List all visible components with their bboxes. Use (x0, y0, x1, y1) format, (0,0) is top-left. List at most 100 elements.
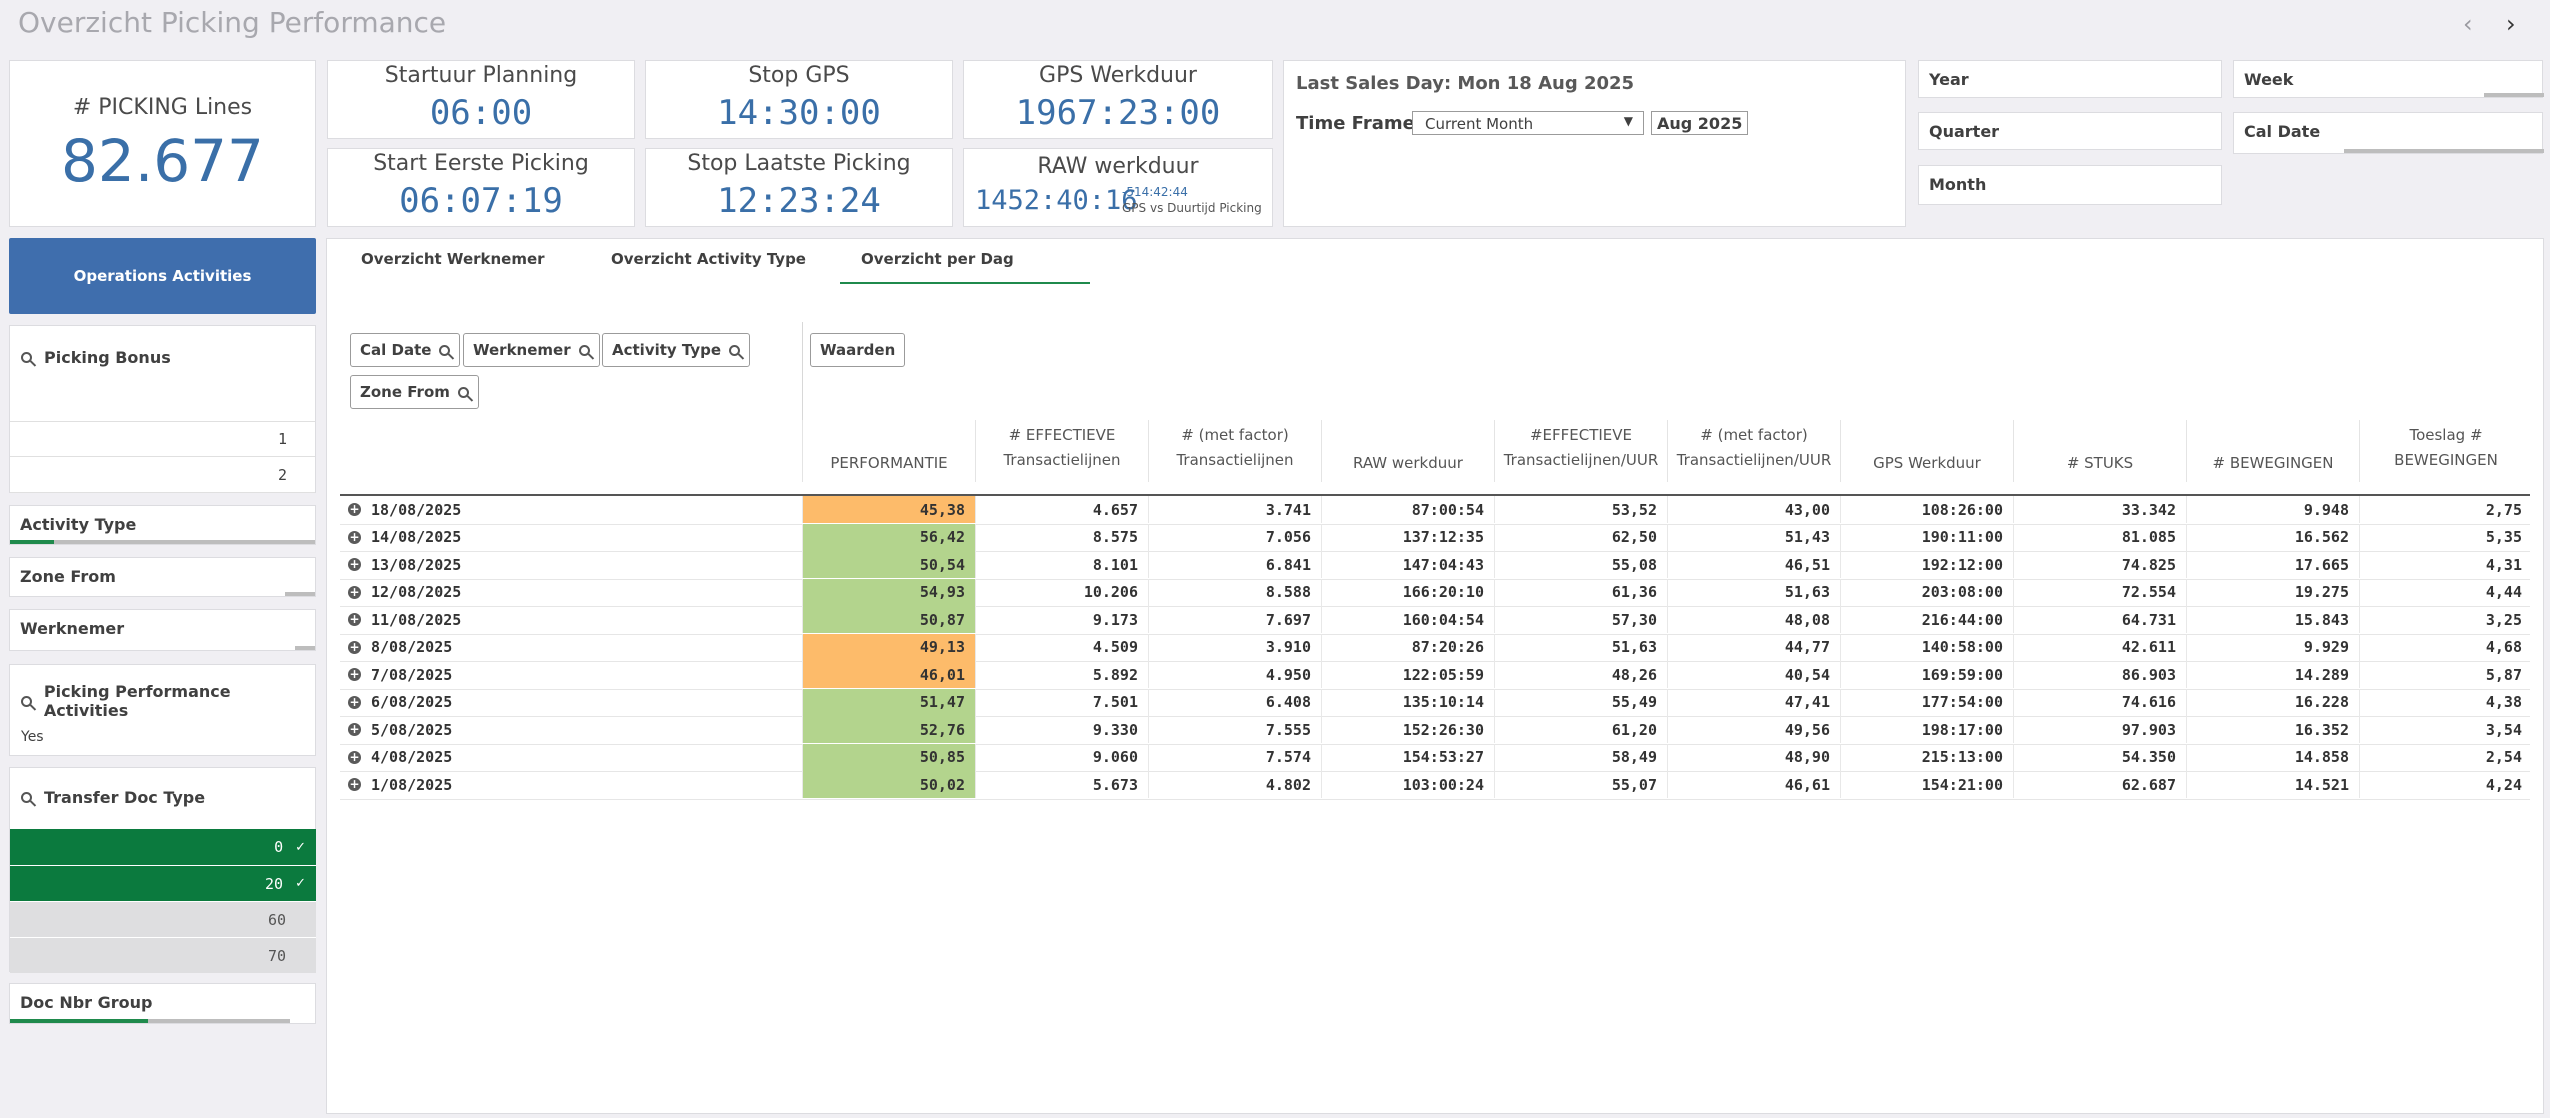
picking-bonus-panel: Picking Bonus 1 2 (9, 325, 316, 493)
column-header[interactable]: #EFFECTIEVE Transactielijnen/UUR (1494, 420, 1667, 482)
performantie-cell: 50,87 (802, 606, 975, 633)
row-date[interactable]: +5/08/2025 (340, 716, 452, 743)
filter-quarter[interactable]: Quarter (1918, 112, 2222, 150)
expand-icon[interactable]: + (348, 667, 361, 681)
table-cell: 4.802 (1148, 771, 1321, 798)
filter-week[interactable]: Week (2233, 60, 2544, 98)
column-header[interactable]: GPS Werkduur (1840, 420, 2013, 482)
filter-zone-from-label: Zone From (20, 567, 116, 586)
performantie-cell: 49,13 (802, 633, 975, 661)
row-date[interactable]: +1/08/2025 (340, 771, 452, 798)
table-cell: 203:08:00 (1840, 578, 2013, 606)
kpi-value: 14:30:00 (717, 93, 881, 133)
filter-cal-date[interactable]: Cal Date (2233, 112, 2544, 154)
picking-performance-activities-value[interactable]: Yes (21, 729, 44, 745)
column-header[interactable]: # EFFECTIEVE Transactielijnen (975, 420, 1148, 482)
column-header[interactable]: RAW werkduur (1321, 420, 1494, 482)
tab-overzicht-werknemer[interactable]: Overzicht Werknemer (361, 250, 545, 268)
column-header[interactable]: # BEWEGINGEN (2186, 420, 2359, 482)
transfer-doc-type-item[interactable]: 20 ✓ (10, 865, 316, 901)
row-date[interactable]: +12/08/2025 (340, 579, 461, 606)
table-cell: 58,49 (1494, 743, 1667, 771)
row-date[interactable]: +7/08/2025 (340, 661, 452, 688)
column-header[interactable]: Toeslag # BEWEGINGEN (2359, 420, 2532, 482)
table-row[interactable]: +8/08/2025 49,13 4.509 3.910 87:20:26 51,63 44… (340, 633, 2530, 662)
operations-activities-button[interactable]: Operations Activities (9, 238, 316, 314)
timeframe-select[interactable]: Current Month ▼ (1412, 111, 1644, 135)
chip-label: Cal Date (360, 341, 432, 359)
row-date[interactable]: +8/08/2025 (340, 634, 452, 661)
row-date[interactable]: +6/08/2025 (340, 689, 452, 716)
table-cell: 160:04:54 (1321, 606, 1494, 633)
chip-werknemer[interactable]: Werknemer (463, 333, 600, 367)
expand-icon[interactable]: + (348, 612, 361, 626)
table-cell: 72.554 (2013, 578, 2186, 606)
table-row[interactable]: +6/08/2025 51,47 7.501 6.408 135:10:14 55,49 4… (340, 688, 2530, 717)
row-date-label: 11/08/2025 (371, 610, 462, 629)
picking-bonus-item[interactable]: 2 (10, 457, 315, 493)
table-row[interactable]: +12/08/2025 54,93 10.206 8.588 166:20:10 61,3… (340, 578, 2530, 607)
expand-icon[interactable]: + (348, 639, 361, 654)
transfer-doc-type-item[interactable]: 0 ✓ (10, 829, 316, 865)
column-header[interactable]: # (met factor) Transactielijnen/UUR (1667, 420, 1840, 482)
table-row[interactable]: +11/08/2025 50,87 9.173 7.697 160:04:54 57,30… (340, 606, 2530, 635)
row-date[interactable]: +4/08/2025 (340, 744, 452, 771)
column-header[interactable]: # (met factor) Transactielijnen (1148, 420, 1321, 482)
column-header[interactable]: PERFORMANTIE (802, 420, 975, 482)
transfer-doc-type-header[interactable]: Transfer Doc Type (21, 788, 205, 807)
table-cell: 4,31 (2359, 551, 2532, 578)
expand-icon[interactable]: + (348, 584, 361, 599)
pivot-divider (802, 322, 803, 482)
row-date[interactable]: +11/08/2025 (340, 606, 461, 633)
expand-icon[interactable]: + (348, 502, 361, 516)
transfer-doc-type-item[interactable]: 60 (10, 901, 316, 937)
expand-icon[interactable]: + (348, 722, 361, 736)
table-row[interactable]: +7/08/2025 46,01 5.892 4.950 122:05:59 48,26 4… (340, 661, 2530, 690)
table-cell: 4.509 (975, 633, 1148, 661)
filter-activity-type[interactable]: Activity Type (9, 505, 316, 545)
table-cell: 55,07 (1494, 771, 1667, 798)
table-row[interactable]: +14/08/2025 56,42 8.575 7.056 137:12:35 62,50… (340, 523, 2530, 552)
picking-performance-activities-header[interactable]: Picking Performance Activities (21, 682, 315, 720)
tab-overzicht-activity-type[interactable]: Overzicht Activity Type (611, 250, 806, 268)
kpi-label: Stop GPS (748, 63, 850, 88)
row-date[interactable]: +18/08/2025 (340, 496, 461, 523)
expand-icon[interactable]: + (348, 749, 361, 764)
transfer-doc-type-title: Transfer Doc Type (44, 788, 206, 807)
chip-waarden[interactable]: Waarden (810, 333, 906, 367)
picking-bonus-item[interactable]: 1 (10, 421, 315, 457)
table-cell: 5.892 (975, 661, 1148, 688)
kpi-value: 82.677 (61, 127, 264, 195)
performantie-cell: 46,01 (802, 661, 975, 688)
filter-year[interactable]: Year (1918, 60, 2222, 98)
chip-cal-date[interactable]: Cal Date (350, 333, 461, 367)
active-tab-indicator (840, 282, 1090, 284)
filter-month[interactable]: Month (1918, 165, 2222, 205)
table-row[interactable]: +1/08/2025 50,02 5.673 4.802 103:00:24 55,07 4… (340, 771, 2530, 800)
column-header[interactable]: # STUKS (2013, 420, 2186, 482)
filter-werknemer[interactable]: Werknemer (9, 609, 316, 651)
table-cell: 192:12:00 (1840, 551, 2013, 578)
tab-overzicht-per-dag[interactable]: Overzicht per Dag (861, 250, 1014, 268)
picking-bonus-header[interactable]: Picking Bonus (21, 348, 171, 367)
filter-zone-from[interactable]: Zone From (9, 557, 316, 597)
filter-doc-nbr-group[interactable]: Doc Nbr Group (9, 983, 316, 1024)
table-row[interactable]: +4/08/2025 50,85 9.060 7.574 154:53:27 58,49 4… (340, 743, 2530, 772)
chip-activity-type[interactable]: Activity Type (602, 333, 751, 367)
table-row[interactable]: +5/08/2025 52,76 9.330 7.555 152:26:30 61,20 4… (340, 716, 2530, 745)
row-date[interactable]: +13/08/2025 (340, 551, 461, 578)
expand-icon[interactable]: + (348, 777, 361, 791)
expand-icon[interactable]: + (348, 529, 361, 544)
transfer-doc-type-item-label: 60 (267, 910, 286, 929)
transfer-doc-type-item[interactable]: 70 (10, 937, 316, 973)
expand-icon[interactable]: + (348, 557, 361, 571)
expand-icon[interactable]: + (348, 694, 361, 709)
chevron-left-icon[interactable]: ‹ (2463, 10, 2473, 38)
row-date-label: 1/08/2025 (371, 775, 453, 794)
chip-zone-from[interactable]: Zone From (350, 375, 479, 409)
kpi-picking-lines: # PICKING Lines 82.677 (9, 60, 316, 227)
row-date[interactable]: +14/08/2025 (340, 524, 461, 551)
chevron-right-icon[interactable]: › (2506, 10, 2516, 38)
table-row[interactable]: +18/08/2025 45,38 4.657 3.741 87:00:54 53,52 4… (340, 496, 2530, 525)
table-row[interactable]: +13/08/2025 50,54 8.101 6.841 147:04:43 55,08… (340, 551, 2530, 580)
